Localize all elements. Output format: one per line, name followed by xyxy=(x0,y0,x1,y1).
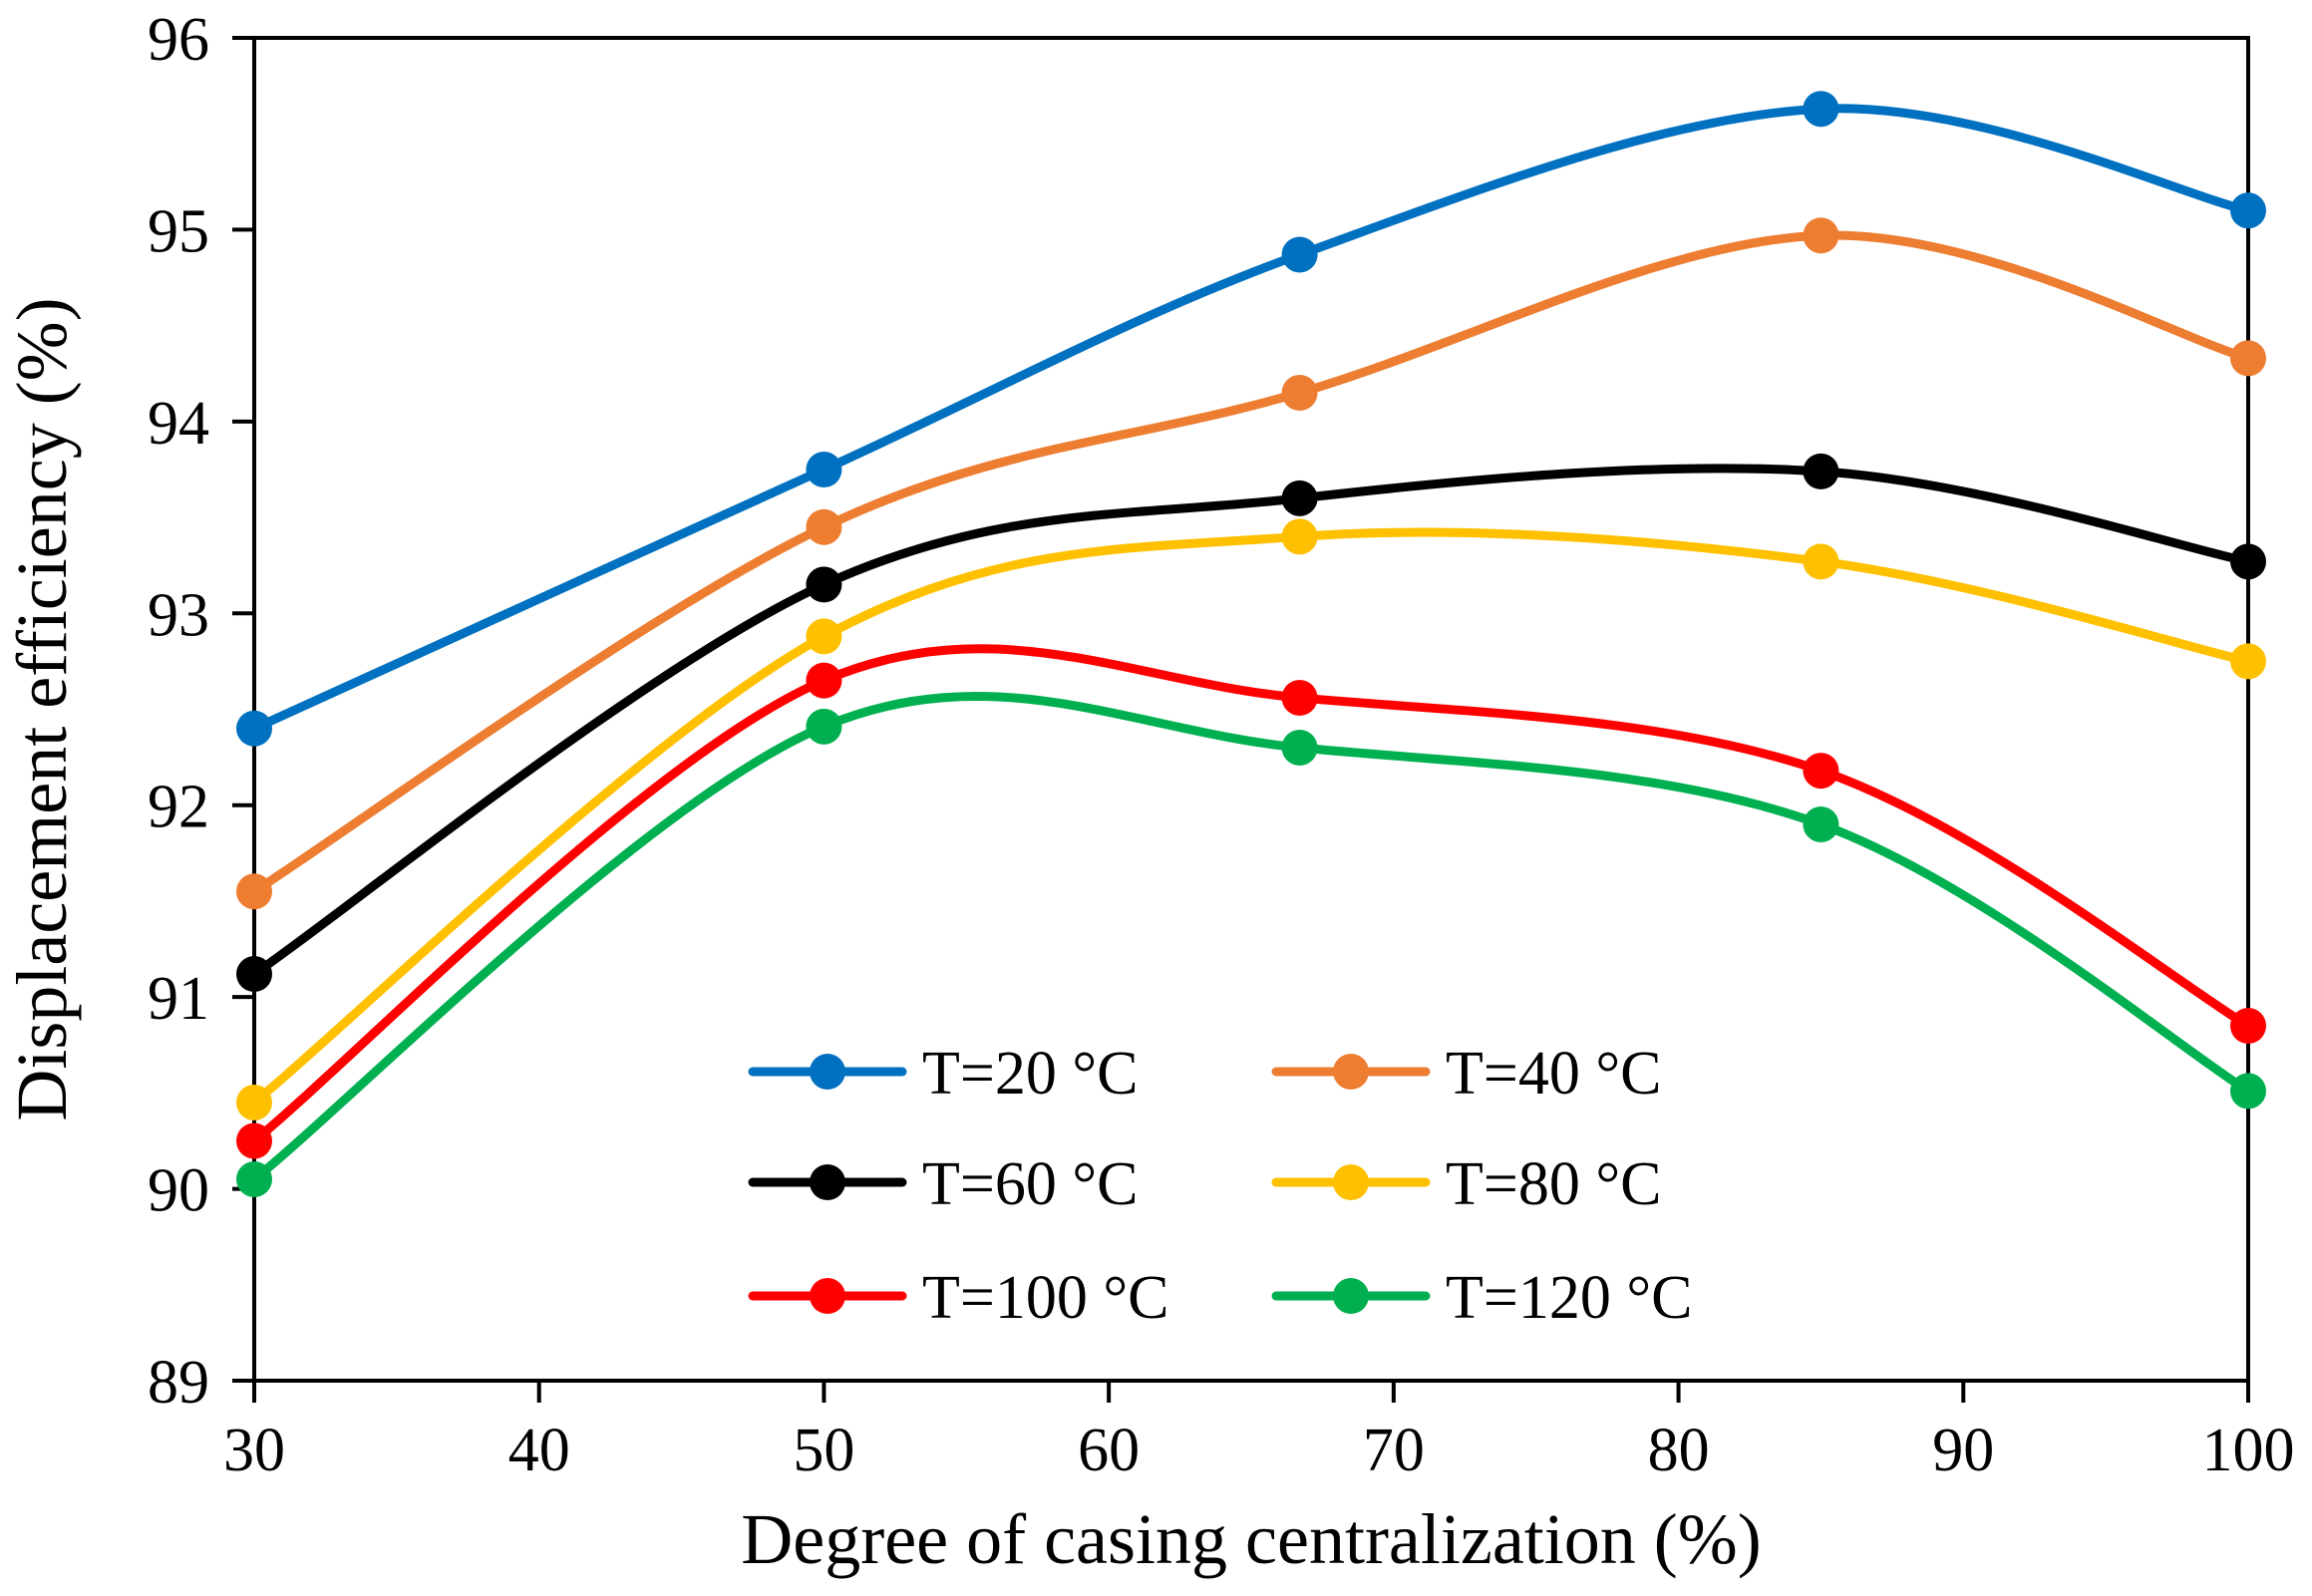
data-point-t-100-c xyxy=(2230,1008,2266,1045)
data-point-t-120-c xyxy=(2230,1073,2266,1110)
y-tick-label: 90 xyxy=(148,1157,209,1225)
legend-marker-t-20-c xyxy=(810,1054,845,1090)
y-tick-label: 95 xyxy=(148,197,209,265)
data-point-t-80-c xyxy=(236,1084,272,1120)
data-point-t-40-c xyxy=(806,508,842,545)
x-tick-label: 60 xyxy=(1078,1417,1140,1484)
data-point-t-60-c xyxy=(236,956,272,993)
series-line-t-20-c xyxy=(249,104,2253,734)
data-point-t-60-c xyxy=(806,566,842,603)
data-point-t-40-c xyxy=(1281,374,1318,411)
data-point-t-120-c xyxy=(1281,729,1318,766)
y-tick-label: 94 xyxy=(148,390,209,458)
data-point-t-40-c xyxy=(2230,340,2266,377)
data-point-t-120-c xyxy=(1803,805,1839,842)
x-tick-label: 100 xyxy=(2202,1417,2295,1484)
data-point-t-80-c xyxy=(1281,518,1318,555)
legend-label-t-80-c: T=80 °C xyxy=(1446,1150,1662,1218)
series-line-t-60-c xyxy=(249,464,2253,979)
legend-label-t-100-c: T=100 °C xyxy=(922,1264,1169,1332)
data-point-t-80-c xyxy=(1803,543,1839,580)
series-line-t-40-c xyxy=(249,230,2253,896)
x-tick-label: 50 xyxy=(793,1417,854,1484)
data-point-t-100-c xyxy=(1281,679,1318,716)
legend: T=20 °C T=40 °C T=60 °C T=80 °C T=100 °C T=12… xyxy=(748,1040,1693,1332)
x-tick-label: 30 xyxy=(223,1417,285,1484)
data-point-t-20-c xyxy=(1803,91,1839,128)
legend-marker-t-100-c xyxy=(810,1278,845,1314)
series-line-t-120-c xyxy=(249,691,2253,1184)
plot-frame xyxy=(252,36,2250,1383)
legend-marker-t-40-c xyxy=(1333,1054,1369,1090)
y-tick-label: 89 xyxy=(148,1349,209,1417)
series-line-t-80-c xyxy=(249,527,2253,1108)
axes: 30 40 50 60 70 80 90 100 89 90 91 92 93 94 95 96 xyxy=(148,6,2295,1484)
y-tick-label: 92 xyxy=(148,774,209,841)
legend-label-t-60-c: T=60 °C xyxy=(922,1150,1139,1218)
x-tick-label: 70 xyxy=(1363,1417,1425,1484)
series-line-t-100-c xyxy=(249,644,2253,1145)
data-point-t-40-c xyxy=(1803,217,1839,254)
data-point-t-20-c xyxy=(2230,192,2266,229)
series-group xyxy=(236,91,2266,1197)
data-point-t-20-c xyxy=(236,710,272,747)
data-point-t-120-c xyxy=(236,1160,272,1197)
x-axis-title: Degree of casing centralization (%) xyxy=(741,1499,1761,1579)
data-point-t-40-c xyxy=(236,873,272,910)
data-point-t-100-c xyxy=(806,662,842,699)
x-tick-label: 90 xyxy=(1932,1417,1994,1484)
data-point-t-120-c xyxy=(806,708,842,745)
legend-label-t-120-c: T=120 °C xyxy=(1446,1264,1693,1332)
y-axis-title: Displacement efficiency (%) xyxy=(2,297,82,1120)
data-point-t-20-c xyxy=(1281,236,1318,273)
legend-marker-t-120-c xyxy=(1333,1278,1369,1314)
y-tick-label: 91 xyxy=(148,965,209,1033)
legend-label-t-40-c: T=40 °C xyxy=(1446,1040,1662,1108)
data-point-t-80-c xyxy=(806,618,842,655)
legend-label-t-20-c: T=20 °C xyxy=(922,1040,1139,1108)
x-tick-label: 40 xyxy=(508,1417,570,1484)
legend-marker-t-80-c xyxy=(1333,1164,1369,1200)
data-point-t-60-c xyxy=(1281,479,1318,516)
x-tick-label: 80 xyxy=(1648,1417,1710,1484)
legend-marker-t-60-c xyxy=(810,1164,845,1200)
data-point-t-60-c xyxy=(1803,453,1839,489)
data-point-t-60-c xyxy=(2230,543,2266,580)
y-tick-label: 93 xyxy=(148,581,209,649)
data-point-t-100-c xyxy=(1803,753,1839,790)
data-point-t-100-c xyxy=(236,1122,272,1159)
y-tick-label: 96 xyxy=(148,6,209,74)
data-point-t-20-c xyxy=(806,451,842,487)
data-point-t-80-c xyxy=(2230,643,2266,680)
